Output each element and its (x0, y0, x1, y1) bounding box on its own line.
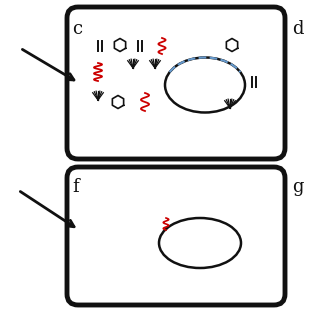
Text: g: g (292, 178, 303, 196)
Text: f: f (72, 178, 79, 196)
Text: d: d (292, 20, 303, 38)
FancyBboxPatch shape (67, 7, 285, 159)
FancyBboxPatch shape (67, 167, 285, 305)
Text: c: c (72, 20, 82, 38)
